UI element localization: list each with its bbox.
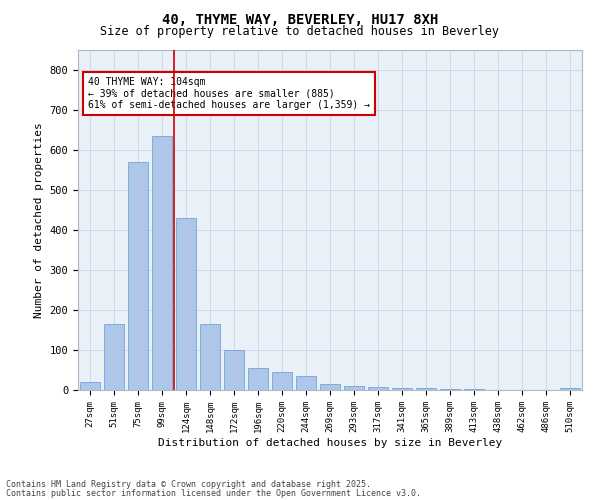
Text: Contains HM Land Registry data © Crown copyright and database right 2025.: Contains HM Land Registry data © Crown c… [6,480,371,489]
Bar [464,389,484,390]
Text: Size of property relative to detached houses in Beverley: Size of property relative to detached ho… [101,24,499,38]
Bar [272,372,292,390]
Bar [392,388,412,390]
Bar [248,368,268,390]
Bar [128,162,148,390]
Bar [344,386,364,390]
Text: Contains public sector information licensed under the Open Government Licence v3: Contains public sector information licen… [6,489,421,498]
Bar [296,376,316,390]
Y-axis label: Number of detached properties: Number of detached properties [34,122,44,318]
Text: 40, THYME WAY, BEVERLEY, HU17 8XH: 40, THYME WAY, BEVERLEY, HU17 8XH [162,12,438,26]
Bar [80,382,100,390]
Text: 40 THYME WAY: 104sqm
← 39% of detached houses are smaller (885)
61% of semi-deta: 40 THYME WAY: 104sqm ← 39% of detached h… [88,77,370,110]
Bar [368,387,388,390]
Bar [152,136,172,390]
Bar [416,388,436,390]
Bar [104,324,124,390]
X-axis label: Distribution of detached houses by size in Beverley: Distribution of detached houses by size … [158,438,502,448]
Bar [200,324,220,390]
Bar [320,384,340,390]
Bar [224,350,244,390]
Bar [560,388,580,390]
Bar [440,389,460,390]
Bar [176,218,196,390]
